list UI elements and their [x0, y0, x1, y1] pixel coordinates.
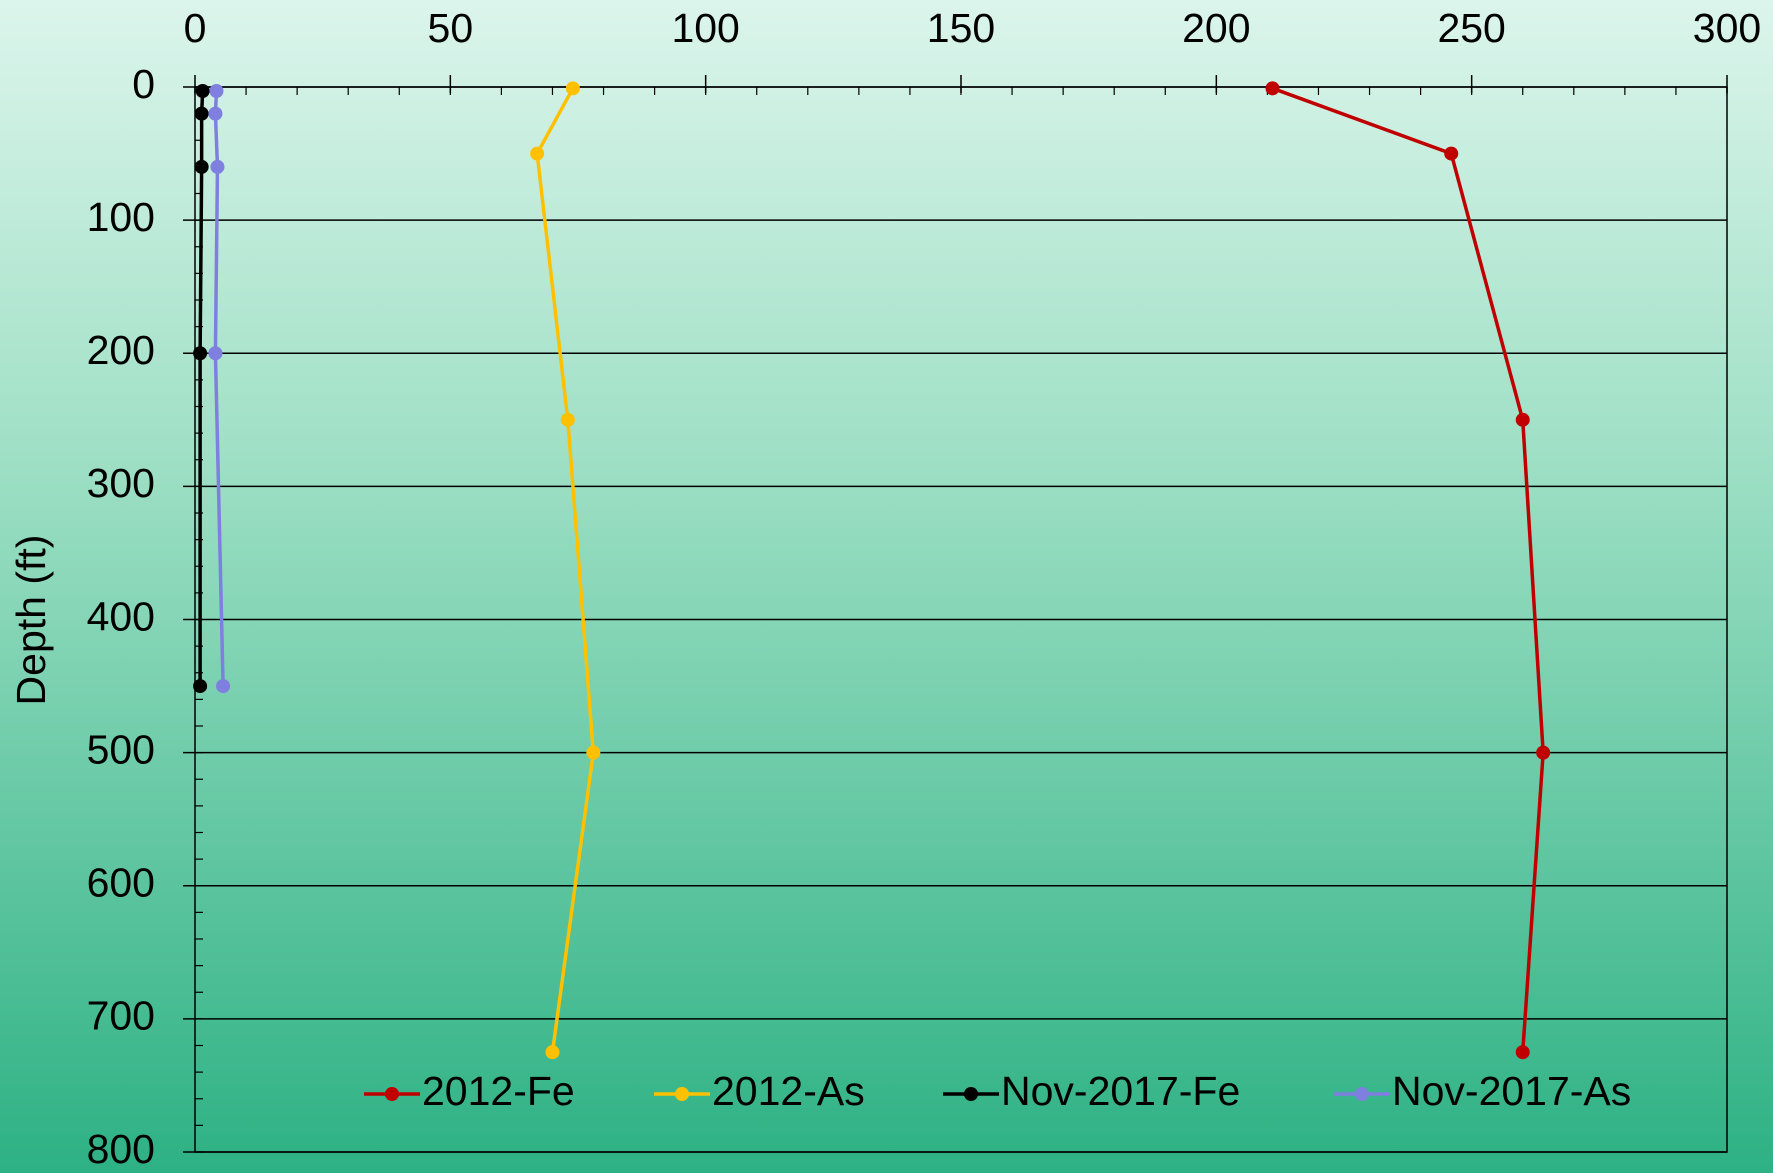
x-tick-label: 150	[927, 5, 995, 51]
data-point	[194, 159, 209, 174]
legend-label: Nov-2017-Fe	[1001, 1068, 1240, 1114]
y-tick-label: 600	[87, 860, 155, 906]
y-axis-title: Depth (ft)	[8, 535, 54, 706]
data-point	[1444, 146, 1459, 161]
legend-marker	[1355, 1087, 1369, 1101]
data-point	[210, 159, 225, 174]
x-tick-label: 300	[1693, 5, 1761, 51]
legend-label: Nov-2017-As	[1392, 1068, 1631, 1114]
y-tick-label: 200	[87, 327, 155, 373]
data-point	[195, 83, 210, 98]
data-point	[1515, 412, 1530, 427]
series-line	[535, 87, 596, 1053]
x-tick-label: 100	[671, 5, 739, 51]
legend-marker	[385, 1087, 399, 1101]
data-point	[194, 106, 209, 121]
data-point	[193, 346, 208, 361]
y-tick-label: 500	[87, 726, 155, 772]
y-tick-label: 400	[87, 593, 155, 639]
y-tick-label: 700	[87, 993, 155, 1039]
x-tick-label: 200	[1182, 5, 1250, 51]
x-tick-label: 0	[184, 5, 207, 51]
legend-label: 2012-Fe	[422, 1068, 575, 1114]
y-tick-label: 800	[87, 1126, 155, 1172]
legend-label: 2012-As	[712, 1068, 865, 1114]
y-tick-label: 300	[87, 460, 155, 506]
data-point	[565, 81, 580, 96]
data-point	[545, 1045, 560, 1060]
data-point	[530, 146, 545, 161]
data-point	[216, 679, 231, 694]
y-tick-label: 100	[87, 194, 155, 240]
series-line	[213, 90, 225, 687]
series-line	[1271, 86, 1545, 1053]
y-tick-label: 0	[132, 61, 155, 107]
data-point	[208, 106, 223, 121]
legend-marker	[964, 1087, 978, 1101]
data-point	[1515, 1045, 1530, 1060]
x-tick-label: 250	[1437, 5, 1505, 51]
data-point	[560, 412, 575, 427]
data-point	[208, 346, 223, 361]
data-point	[586, 745, 601, 760]
x-tick-label: 50	[428, 5, 474, 51]
legend-marker	[675, 1087, 689, 1101]
data-point	[209, 83, 224, 98]
data-point	[1265, 81, 1280, 96]
data-point	[193, 679, 208, 694]
series-line	[198, 90, 205, 687]
data-point	[1536, 745, 1551, 760]
